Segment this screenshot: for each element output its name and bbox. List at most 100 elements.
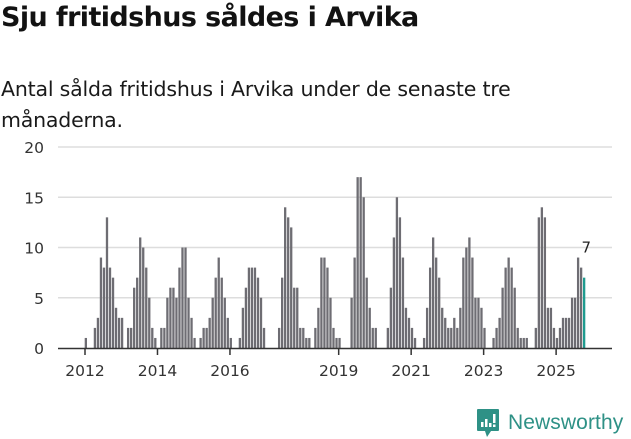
bar bbox=[281, 277, 284, 348]
bar bbox=[450, 327, 453, 348]
bar bbox=[142, 247, 145, 348]
bar bbox=[284, 207, 287, 348]
bar bbox=[498, 317, 501, 348]
bar bbox=[114, 307, 118, 348]
bar bbox=[395, 197, 399, 348]
bar bbox=[317, 307, 320, 348]
bar bbox=[441, 307, 444, 348]
bar bbox=[166, 297, 169, 348]
bar bbox=[335, 337, 338, 348]
bar bbox=[293, 287, 296, 348]
y-tick-label: 10 bbox=[24, 240, 44, 258]
last-value-label: 7 bbox=[582, 239, 592, 257]
bar bbox=[226, 317, 229, 348]
bar bbox=[543, 217, 547, 348]
bar bbox=[368, 307, 371, 348]
bar bbox=[329, 297, 332, 348]
bar bbox=[223, 297, 226, 348]
bar bbox=[250, 267, 254, 348]
bar bbox=[425, 307, 429, 348]
newsworthy-logo: Newsworthy bbox=[476, 408, 623, 438]
y-tick-label: 20 bbox=[24, 139, 44, 157]
bar bbox=[555, 337, 559, 348]
y-tick-label: 5 bbox=[34, 290, 44, 308]
bar bbox=[253, 267, 257, 348]
bar bbox=[537, 217, 540, 348]
bar bbox=[151, 327, 154, 348]
chart-title: Sju fritidshus såldes i Arvika bbox=[1, 2, 419, 33]
bar bbox=[462, 257, 465, 348]
bar bbox=[163, 327, 166, 348]
bar bbox=[359, 177, 362, 348]
bar bbox=[220, 277, 223, 348]
bar bbox=[241, 307, 245, 348]
bar bbox=[175, 297, 178, 348]
bar bbox=[474, 297, 477, 348]
bar bbox=[277, 327, 281, 348]
bar bbox=[93, 327, 97, 348]
bar bbox=[169, 287, 172, 348]
bar bbox=[540, 207, 544, 348]
bar bbox=[371, 327, 374, 348]
gridlines bbox=[58, 146, 612, 299]
bar bbox=[350, 297, 353, 348]
bar bbox=[456, 327, 459, 348]
bar bbox=[217, 257, 220, 348]
bar bbox=[136, 277, 139, 348]
bar bbox=[573, 297, 577, 348]
chart-subtitle: Antal sålda fritidshus i Arvika under de… bbox=[1, 77, 511, 132]
bar bbox=[139, 237, 142, 348]
bar bbox=[398, 217, 402, 348]
bar bbox=[422, 337, 426, 348]
bar bbox=[483, 327, 486, 348]
bar bbox=[126, 327, 130, 348]
bar bbox=[410, 327, 414, 348]
bar bbox=[108, 267, 112, 348]
bar bbox=[392, 237, 396, 348]
bar bbox=[558, 327, 562, 348]
bar bbox=[570, 297, 574, 348]
x-tick-label: 2023 bbox=[464, 362, 503, 380]
bar bbox=[199, 337, 202, 348]
bar bbox=[459, 307, 462, 348]
bar bbox=[120, 317, 124, 348]
bar bbox=[404, 307, 408, 348]
bar bbox=[238, 337, 242, 348]
bar bbox=[534, 327, 537, 348]
bar bbox=[480, 307, 483, 348]
bar bbox=[154, 337, 157, 348]
bar bbox=[549, 307, 553, 348]
bar bbox=[178, 267, 181, 348]
bar bbox=[160, 327, 163, 348]
bar bbox=[579, 267, 583, 348]
bar bbox=[247, 267, 251, 348]
x-tick-label: 2025 bbox=[536, 362, 575, 380]
bar bbox=[438, 277, 441, 348]
bar bbox=[407, 317, 411, 348]
bar bbox=[564, 317, 568, 348]
bar bbox=[117, 317, 121, 348]
bar bbox=[145, 267, 148, 348]
bar bbox=[567, 317, 571, 348]
bar bbox=[356, 177, 359, 348]
x-tick-label: 2014 bbox=[138, 362, 177, 380]
bar bbox=[386, 327, 389, 348]
bar bbox=[290, 227, 293, 348]
bar bbox=[435, 257, 438, 348]
bar bbox=[111, 277, 115, 348]
bar bbox=[362, 197, 365, 348]
bar bbox=[413, 337, 417, 348]
bar bbox=[495, 327, 498, 348]
bar bbox=[256, 277, 260, 348]
bar bbox=[468, 237, 471, 348]
bar bbox=[96, 317, 100, 348]
bar bbox=[323, 257, 326, 348]
bar bbox=[181, 247, 184, 348]
bar bbox=[504, 267, 507, 348]
bar bbox=[208, 317, 211, 348]
bar bbox=[374, 327, 377, 348]
bar bbox=[148, 297, 151, 348]
bar bbox=[202, 327, 205, 348]
bar bbox=[308, 337, 311, 348]
bar bbox=[84, 337, 87, 348]
